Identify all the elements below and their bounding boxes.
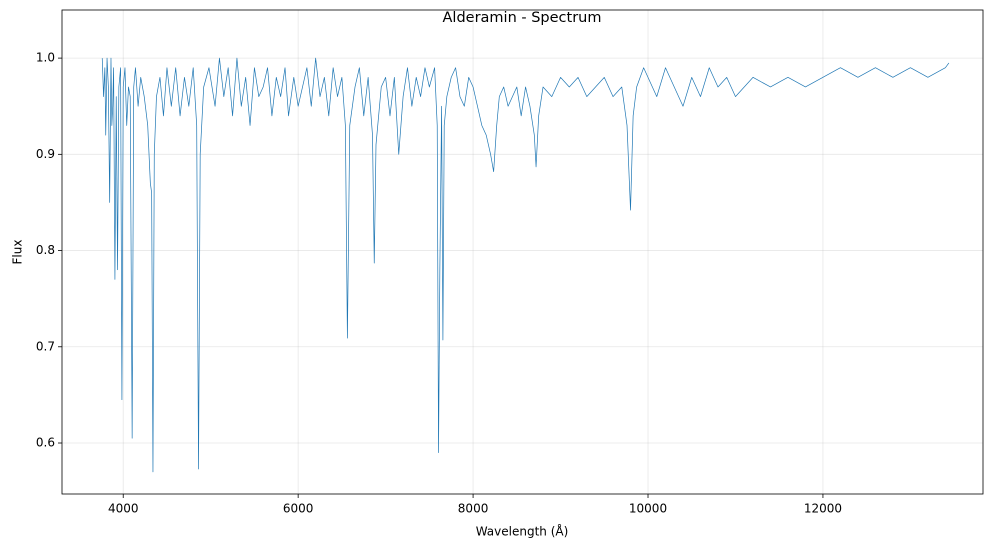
- x-tick-label: 6000: [283, 502, 314, 516]
- spectrum-line: [101, 57, 950, 473]
- y-tick-label: 0.7: [36, 339, 55, 353]
- x-tick-label: 8000: [458, 502, 489, 516]
- x-axis-label: Wavelength (Å): [476, 524, 569, 539]
- y-axis-label: Flux: [11, 240, 25, 265]
- y-tick-label: 0.8: [36, 243, 55, 257]
- x-tick-label: 12000: [804, 502, 842, 516]
- y-tick-label: 0.9: [36, 147, 55, 161]
- y-tick-label: 1.0: [36, 51, 55, 65]
- x-tick-label: 4000: [108, 502, 139, 516]
- plot-frame: [61, 9, 984, 495]
- chart-title: Alderamin - Spectrum: [443, 10, 602, 26]
- y-tick-label: 0.6: [36, 436, 55, 450]
- x-tick-label: 10000: [629, 502, 667, 516]
